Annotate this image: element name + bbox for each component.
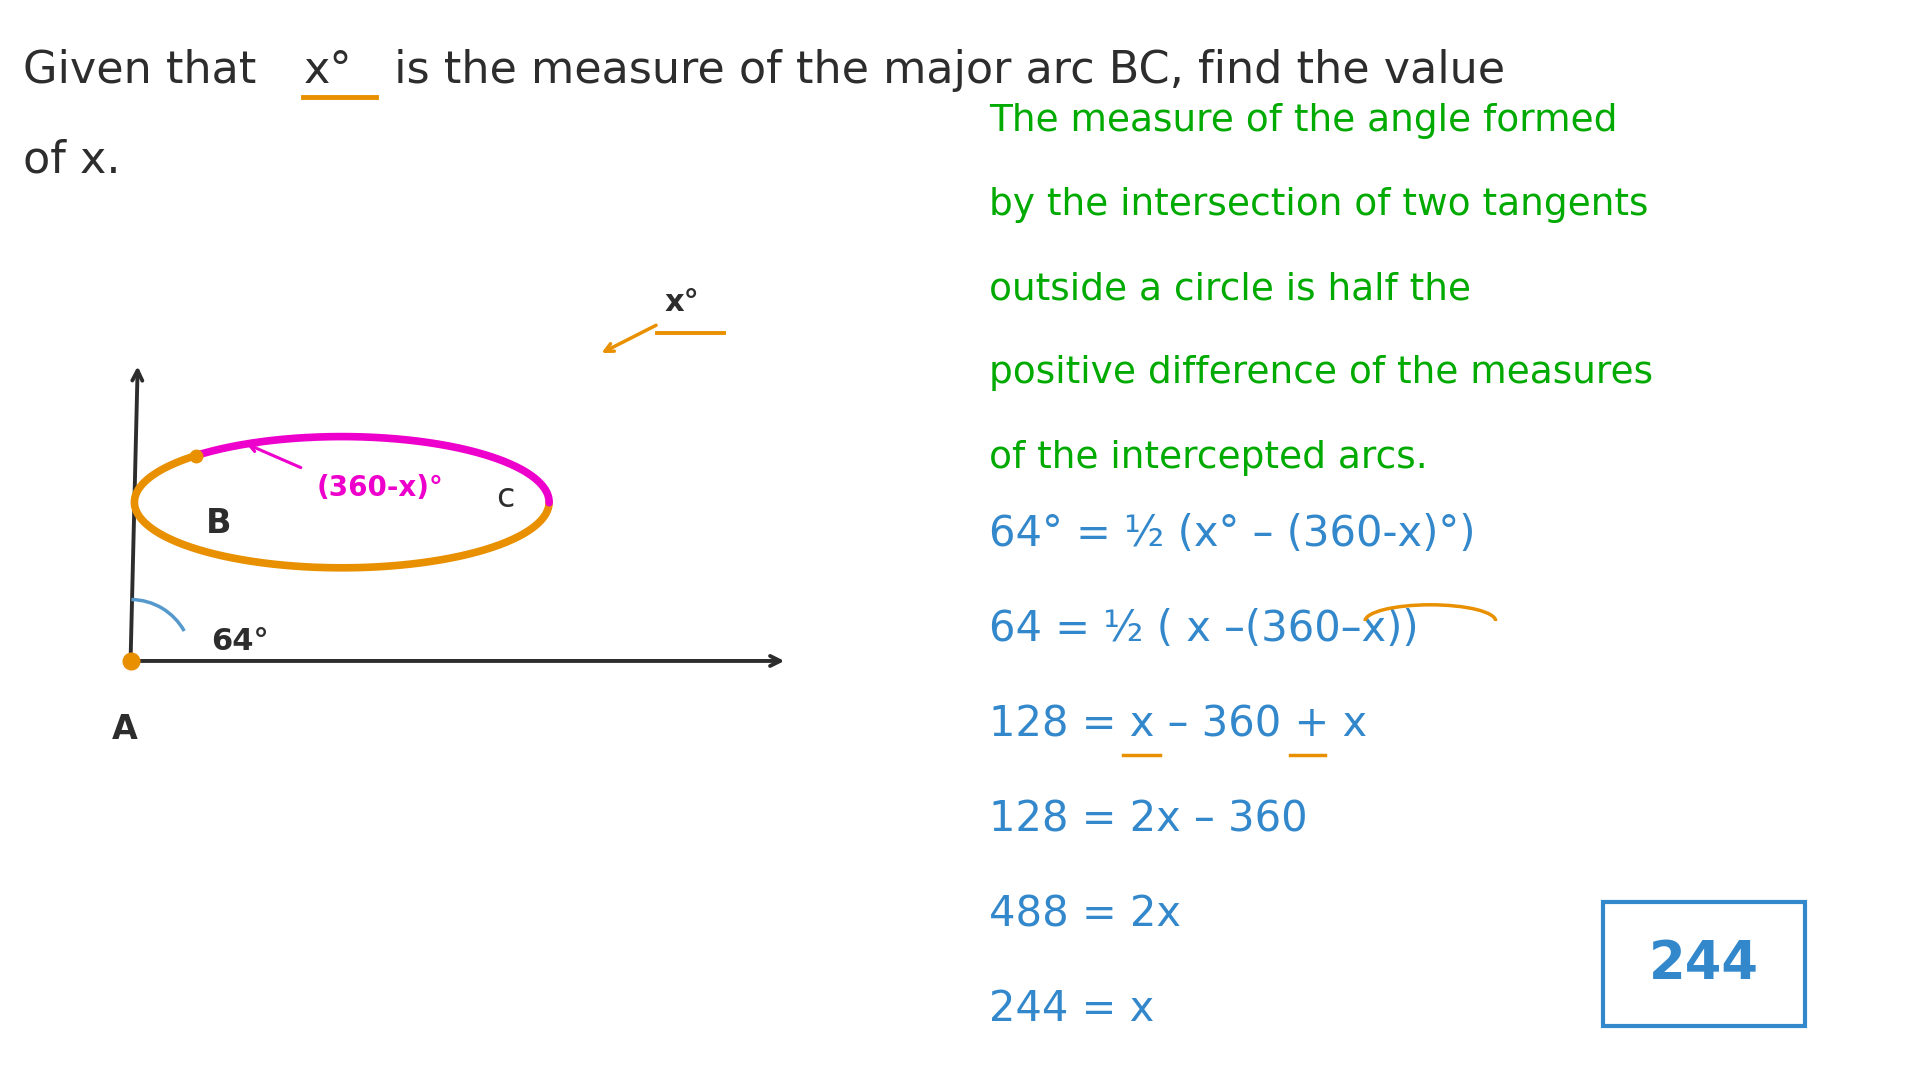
Text: by the intersection of two tangents: by the intersection of two tangents [989, 187, 1647, 222]
Text: 244 = x: 244 = x [989, 988, 1154, 1030]
FancyBboxPatch shape [1603, 902, 1805, 1026]
Text: A: A [111, 713, 138, 746]
Text: 64 = ½ ( x –(360–x)): 64 = ½ ( x –(360–x)) [989, 608, 1419, 650]
Text: x°: x° [303, 49, 351, 92]
Text: 244: 244 [1649, 937, 1759, 990]
Text: 128 = x – 360 + x: 128 = x – 360 + x [989, 703, 1367, 745]
Text: of the intercepted arcs.: of the intercepted arcs. [989, 440, 1427, 475]
Text: 64° = ½ (x° – (360-x)°): 64° = ½ (x° – (360-x)°) [989, 513, 1475, 555]
Text: Given that: Given that [23, 49, 271, 92]
Text: 488 = 2x: 488 = 2x [989, 893, 1181, 935]
Text: 128 = 2x – 360: 128 = 2x – 360 [989, 798, 1308, 840]
Text: positive difference of the measures: positive difference of the measures [989, 355, 1653, 391]
Text: c: c [495, 481, 515, 514]
Text: (360-x)°: (360-x)° [317, 474, 444, 502]
Text: outside a circle is half the: outside a circle is half the [989, 271, 1471, 307]
Text: 64°: 64° [211, 627, 269, 656]
Text: is the measure of the major arc BC, find the value: is the measure of the major arc BC, find… [380, 49, 1505, 92]
Text: x°: x° [664, 288, 699, 316]
Text: B: B [205, 508, 232, 540]
Text: The measure of the angle formed: The measure of the angle formed [989, 103, 1617, 138]
Text: of x.: of x. [23, 138, 121, 181]
